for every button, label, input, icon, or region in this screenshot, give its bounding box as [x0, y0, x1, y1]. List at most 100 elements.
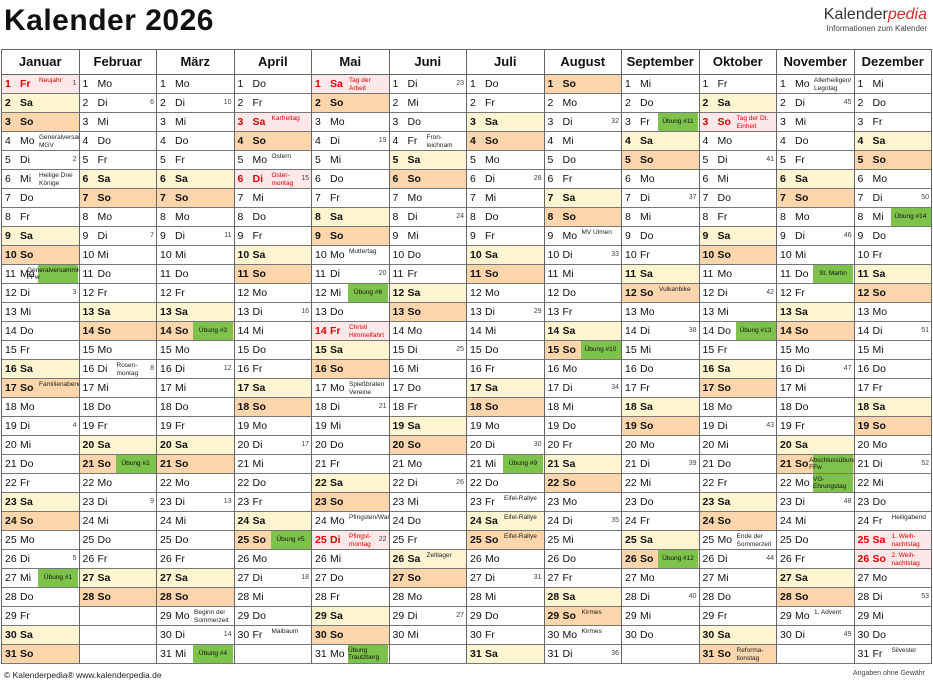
weekday-label: Mo	[330, 249, 345, 261]
day-cell: 1 Mi	[622, 75, 699, 94]
week-number: 43	[766, 422, 774, 429]
day-cell: 13 Sa	[79, 303, 156, 322]
day-cell: 18 Mo	[699, 398, 776, 417]
day-cell: 4 Do	[157, 132, 234, 151]
month-column-juni: Juni 1 Di 23 2 Mi 3 Do 4 Fr Fron-leichnam 5 Sa 6 So 7 Mo…	[389, 50, 467, 664]
day-note: Eifel-Rallye	[504, 514, 537, 521]
day-cell: 7 Do	[699, 189, 776, 208]
weekday-label: Do	[20, 458, 34, 470]
day-number: 13	[237, 306, 250, 318]
day-cell: 20 So	[389, 436, 466, 455]
day-cell: 16 Fr	[234, 360, 311, 379]
day-cell: 29 Mi	[854, 607, 931, 626]
weekday-label: Mi	[97, 116, 109, 128]
month-column-april: April 1 Do 2 Fr 3 Sa Karfreitag 4 So 5 Mo Ostern 6 Di O…	[234, 50, 312, 664]
day-number: 23	[470, 496, 482, 508]
week-number: 18	[301, 574, 309, 581]
weekday-label: Di	[252, 572, 263, 584]
weekday-label: So	[20, 648, 34, 660]
day-cell: 19 Mo	[234, 417, 311, 436]
day-number: 6	[315, 173, 321, 185]
day-cell: 25 Do	[79, 531, 156, 550]
weekday-label: Do	[872, 629, 886, 641]
day-cell: 9 Do	[854, 227, 931, 246]
brand-logo[interactable]: Kalenderpedia Informationen zum Kalender	[824, 6, 927, 33]
day-cell: 12 Sa	[389, 284, 466, 303]
weekday-label: Fr	[485, 230, 495, 242]
day-number: 6	[392, 173, 399, 185]
day-number: 21	[702, 458, 715, 470]
day-cell: 21 Do	[699, 455, 776, 474]
weekday-label: Mo	[795, 78, 810, 90]
day-cell: 19 Fr	[79, 417, 156, 436]
day-cell: 10 Sa	[467, 246, 544, 265]
day-cell: 16 Mo	[544, 360, 621, 379]
day-cell: 8 Fr	[699, 208, 776, 227]
day-number: 9	[625, 230, 631, 242]
day-number: 2	[315, 97, 321, 109]
weekday-label: Do	[330, 173, 344, 185]
weekday-label: Mi	[175, 249, 187, 261]
weekday-label: Mo	[20, 401, 35, 413]
day-number: 5	[857, 154, 864, 166]
weekday-label: Fr	[562, 572, 573, 584]
weekday-label: Do	[640, 363, 654, 375]
day-number: 20	[5, 439, 17, 451]
day-number: 29	[857, 610, 870, 622]
day-number: 17	[857, 382, 870, 394]
day-number: 5	[82, 154, 89, 166]
day-cell: 1 So	[544, 75, 621, 94]
day-cell: 8 Do	[467, 208, 544, 227]
day-cell: 25 Mi	[544, 531, 621, 550]
day-cell: 2 Do	[854, 94, 931, 113]
empty-day-cell	[389, 645, 466, 664]
weekday-label: Di	[175, 97, 185, 109]
day-cell: 6 Fr	[544, 170, 621, 189]
day-cell: 25 Sa 1. Weih-nachtstag	[854, 531, 931, 550]
footer-copyright[interactable]: © Kalenderpedia® www.kalenderpedia.de	[4, 670, 162, 680]
day-number: 13	[857, 306, 870, 318]
weekday-label: So	[562, 211, 576, 223]
day-cell: 19 Di 43	[699, 417, 776, 436]
weekday-label: Mi	[795, 249, 807, 261]
day-cell: 24 Mi	[777, 512, 854, 531]
weekday-label: Di	[407, 610, 418, 622]
day-cell: 31 Mo Übung Trautzberg	[312, 645, 389, 664]
day-cell: 22 Fr	[699, 474, 776, 493]
day-cell: 11 So	[467, 265, 544, 284]
day-number: 7	[82, 192, 89, 204]
day-number: 17	[160, 382, 172, 394]
weekday-label: Sa	[330, 610, 343, 622]
day-number: 4	[702, 135, 709, 147]
day-number: 11	[82, 268, 94, 280]
day-cell: 4 Sa	[854, 132, 931, 151]
day-cell: 12 Di 3	[2, 284, 79, 303]
day-number: 9	[392, 230, 399, 242]
weekday-label: Di	[97, 363, 108, 375]
day-number: 18	[547, 401, 560, 413]
day-cell: 7 Mi	[234, 189, 311, 208]
day-number: 31	[702, 648, 715, 660]
weekday-label: So	[330, 363, 344, 375]
weekday-label: Do	[485, 477, 499, 489]
weekday-label: So	[20, 116, 34, 128]
day-cell: 2 So	[312, 94, 389, 113]
day-number: 7	[625, 192, 631, 204]
weekday-label: Do	[717, 325, 731, 337]
weekday-label: Mi	[717, 306, 729, 318]
weekday-label: So	[175, 458, 189, 470]
weekday-label: Sa	[97, 572, 111, 584]
weekday-label: So	[330, 629, 344, 641]
day-cell: 7 So	[157, 189, 234, 208]
day-cell: 14 So Übung #3	[157, 322, 234, 341]
weekday-label: Fr	[252, 230, 263, 242]
day-cell: 2 Di 6	[79, 94, 156, 113]
weekday-label: Mi	[407, 496, 419, 508]
weekday-label: So	[717, 382, 731, 394]
month-header: April	[234, 50, 311, 75]
day-cell: 23 Mi	[389, 493, 466, 512]
weekday-label: Fr	[562, 439, 573, 451]
weekday-label: Do	[407, 515, 421, 527]
day-number: 20	[547, 439, 560, 451]
weekday-label: Sa	[97, 439, 111, 451]
